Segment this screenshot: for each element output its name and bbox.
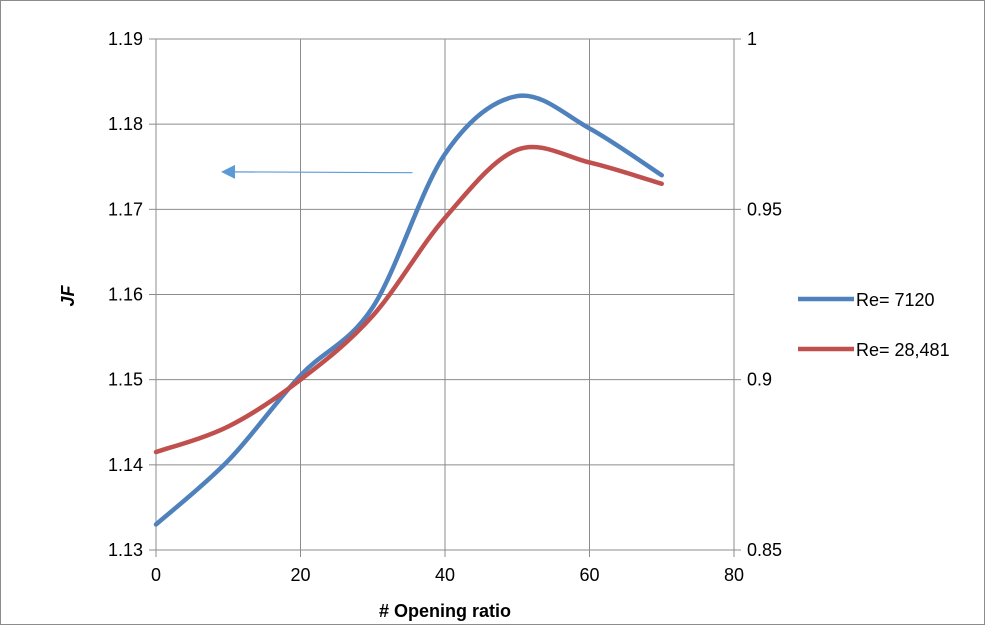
y-tick-label: 1.15	[108, 370, 143, 390]
y-tick-label: 1.13	[108, 540, 143, 560]
x-tick-label: 60	[579, 565, 599, 585]
y2-tick-label: 0.95	[747, 199, 782, 219]
annotation	[221, 165, 412, 179]
y-tick-label: 1.16	[108, 285, 143, 305]
x-tick-label: 20	[290, 565, 310, 585]
x-tick-label: 80	[724, 565, 744, 585]
y-tick-label: 1.19	[108, 29, 143, 49]
legend-label-1: Re= 7120	[856, 290, 935, 310]
y-tick-label: 1.14	[108, 455, 143, 475]
series-lines	[156, 96, 662, 525]
legend: Re= 7120 Re= 28,481	[798, 290, 950, 360]
x-tick-label: 40	[435, 565, 455, 585]
arrow-shaft	[233, 172, 412, 173]
y-tick-label: 1.18	[108, 114, 143, 134]
legend-label-2: Re= 28,481	[856, 340, 950, 360]
y2-tick-label: 0.85	[747, 540, 782, 560]
x-tick-label: 0	[151, 565, 161, 585]
y2-tick-label: 0.9	[747, 370, 772, 390]
x-axis-title: # Opening ratio	[379, 601, 511, 621]
arrow-head	[221, 165, 235, 179]
y2-tick-label: 1	[747, 29, 757, 49]
series-line-2	[156, 147, 662, 452]
y-tick-label: 1.17	[108, 199, 143, 219]
gridlines	[156, 39, 734, 550]
y-axis-title: JF	[58, 284, 78, 306]
